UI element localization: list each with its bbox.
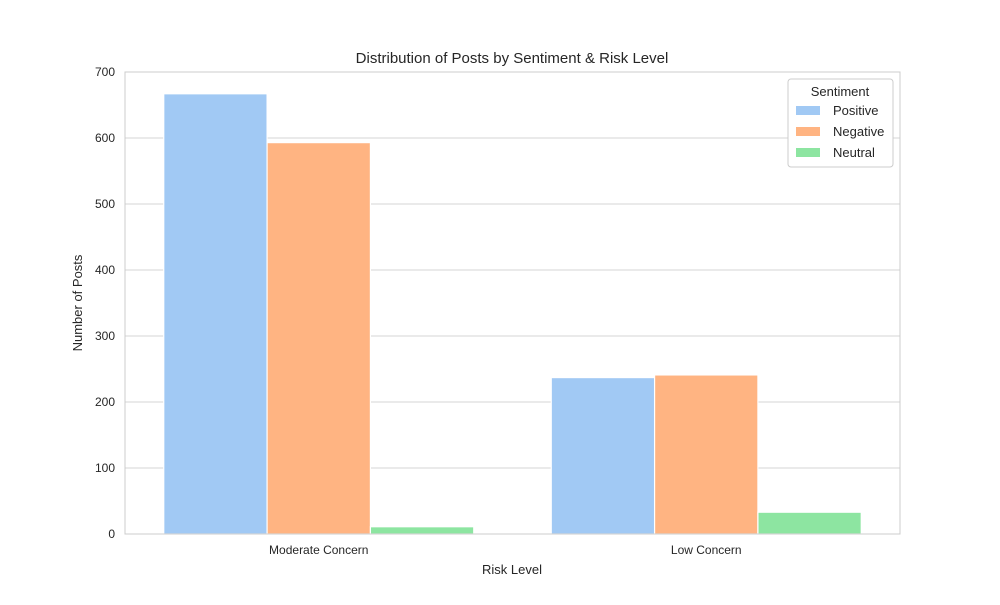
- y-tick-labels: 0 100 200 300 400 500 600 700: [95, 65, 115, 541]
- bar-negative-low-concern: [653, 374, 759, 535]
- y-tick-label: 200: [95, 395, 115, 409]
- y-tick-label: 600: [95, 131, 115, 145]
- bar-positive-low-concern: [550, 376, 656, 535]
- y-tick-label: 700: [95, 65, 115, 79]
- legend-swatch-neutral: [796, 148, 820, 157]
- legend: Sentiment Positive Negative Neutral: [787, 78, 894, 168]
- bar-neutral-moderate-concern: [369, 526, 475, 535]
- y-tick-label: 400: [95, 263, 115, 277]
- legend-frame: [787, 78, 894, 168]
- plot-area-border: [124, 71, 901, 535]
- legend-label-positive: Positive: [833, 103, 879, 118]
- legend-items: Positive Negative Neutral: [796, 103, 884, 160]
- x-tick-label: Low Concern: [671, 543, 742, 557]
- legend-label-neutral: Neutral: [833, 145, 875, 160]
- y-tick-label: 300: [95, 329, 115, 343]
- y-tick-label: 0: [108, 527, 115, 541]
- x-tick-label: Moderate Concern: [269, 543, 368, 557]
- legend-swatch-negative: [796, 127, 820, 136]
- bar-neutral-low-concern: [757, 511, 862, 535]
- legend-title: Sentiment: [811, 84, 870, 99]
- legend-label-negative: Negative: [833, 124, 884, 139]
- bar-positive-moderate-concern: [163, 93, 268, 535]
- x-axis-label: Risk Level: [482, 562, 542, 577]
- bar-negative-moderate-concern: [266, 142, 372, 535]
- y-tick-label: 100: [95, 461, 115, 475]
- bars: [163, 93, 862, 535]
- legend-swatch-positive: [796, 106, 820, 115]
- chart-title: Distribution of Posts by Sentiment & Ris…: [356, 50, 669, 67]
- y-axis-label: Number of Posts: [70, 254, 85, 351]
- x-tick-labels: Moderate Concern Low Concern: [269, 543, 742, 557]
- y-tick-label: 500: [95, 197, 115, 211]
